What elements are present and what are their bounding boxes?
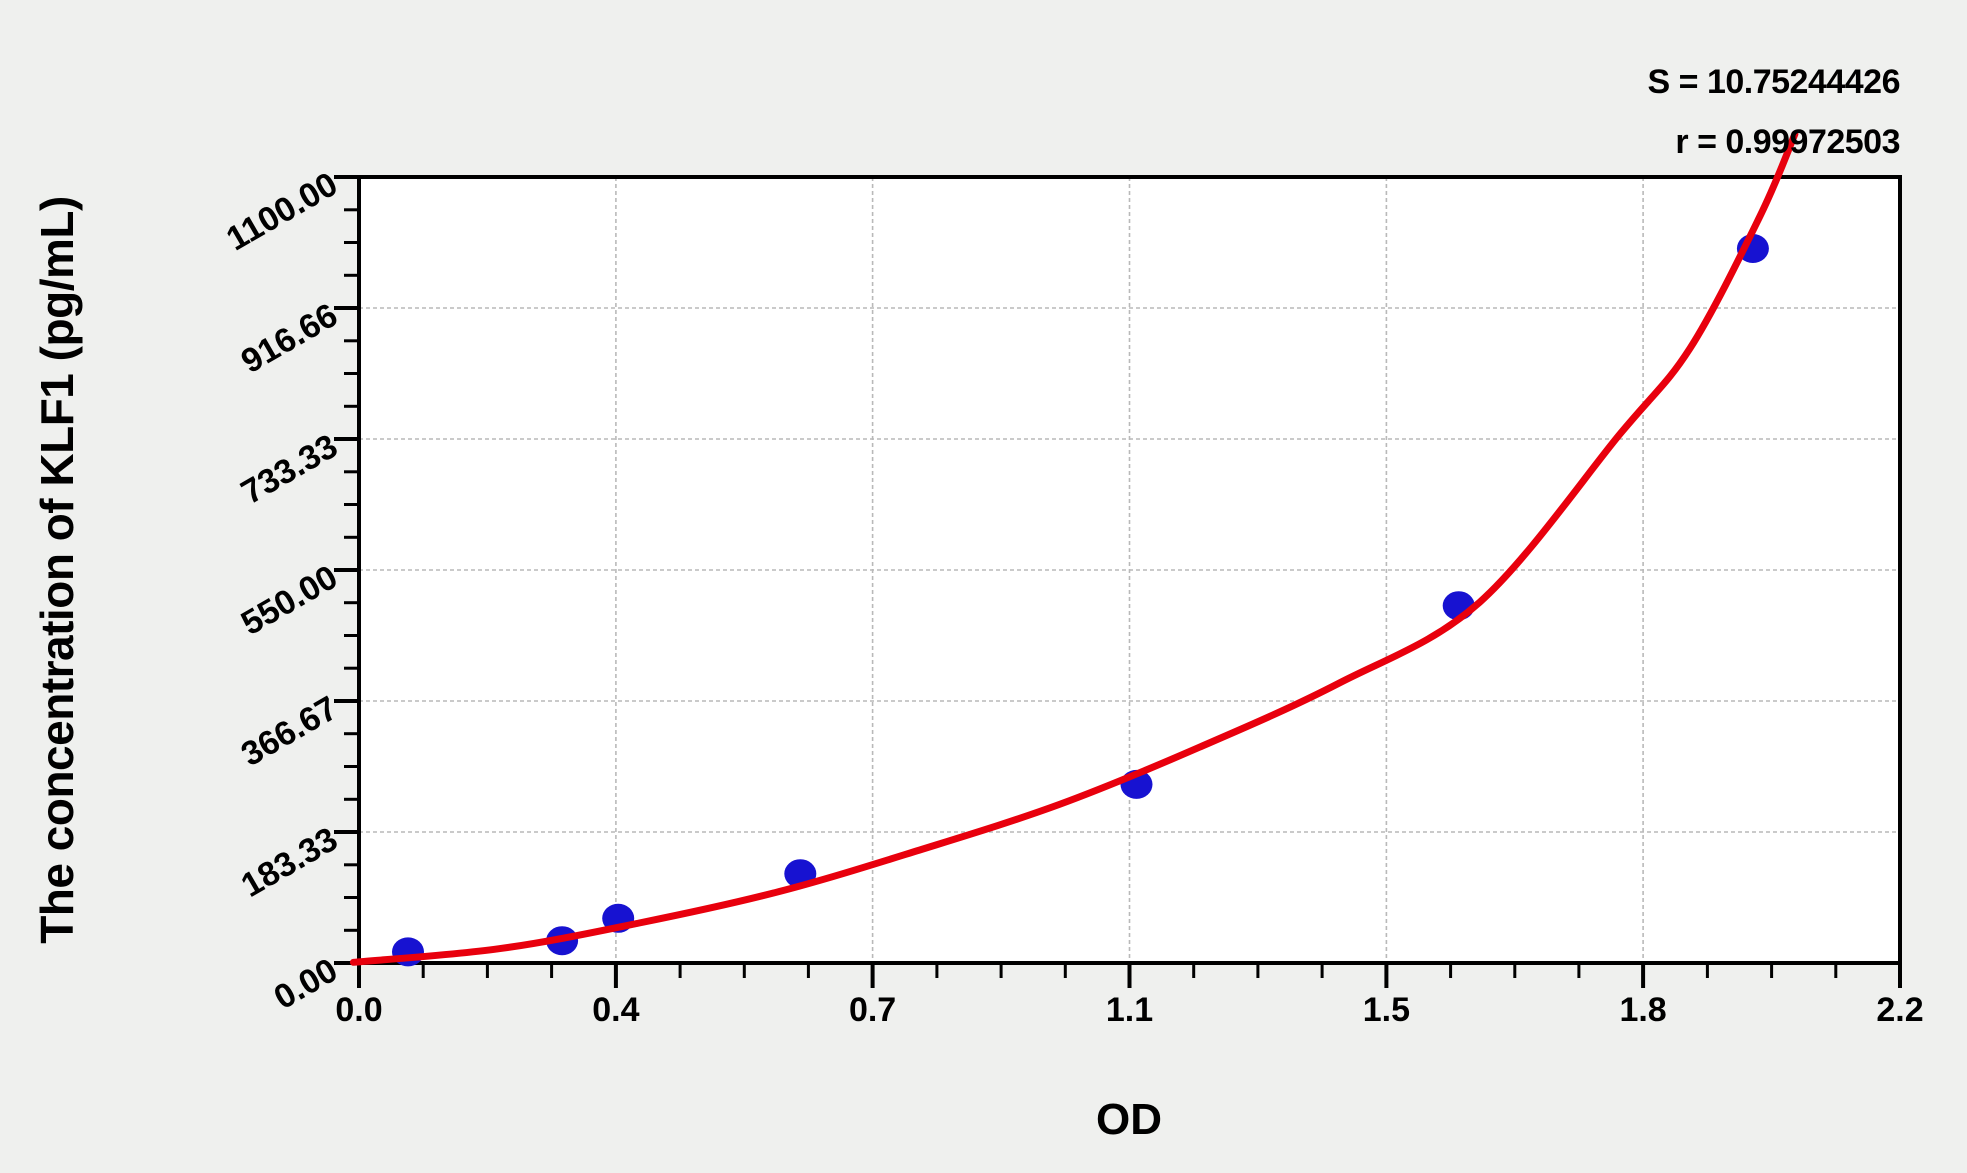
y-axis-title: The concentration of KLF1 (pg/mL): [31, 196, 83, 944]
x-tick-label: 2.2: [1876, 991, 1923, 1029]
fit-s-value: S = 10.75244426: [1647, 63, 1901, 101]
x-tick-label: 1.8: [1619, 991, 1666, 1029]
x-tick-label: 0.7: [849, 991, 896, 1029]
y-tick-label: 1100.00: [220, 165, 344, 258]
plot-border: [357, 175, 1902, 965]
x-tick-label: 0.4: [592, 991, 639, 1029]
x-tick-label: 0.0: [335, 991, 382, 1029]
x-tick-label: 1.1: [1106, 991, 1153, 1029]
y-tick-label: 733.33: [235, 427, 344, 512]
y-tick-label: 366.67: [235, 689, 344, 774]
x-axis-title: OD: [1096, 1095, 1162, 1144]
fit-statistics: S = 10.75244426 r = 0.99972503: [1647, 52, 1901, 172]
fit-curve: [349, 130, 1799, 966]
fit-r-value: r = 0.99972503: [1675, 123, 1900, 161]
y-tick-label: 550.00: [235, 558, 344, 643]
y-tick-label: 916.66: [235, 296, 344, 381]
y-tick-label: 183.33: [235, 820, 344, 905]
y-tick-label: 0.00: [268, 951, 344, 1017]
x-tick-label: 1.5: [1363, 991, 1410, 1029]
